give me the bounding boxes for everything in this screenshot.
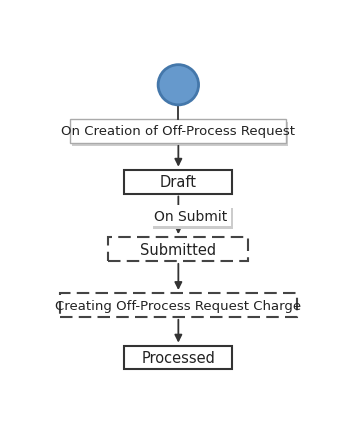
FancyBboxPatch shape (70, 120, 286, 143)
Text: On Submit: On Submit (154, 209, 227, 223)
FancyBboxPatch shape (72, 123, 288, 147)
FancyBboxPatch shape (125, 346, 232, 370)
Text: Draft: Draft (160, 175, 197, 190)
Ellipse shape (158, 66, 199, 106)
Text: Submitted: Submitted (140, 242, 216, 257)
Text: Creating Off-Process Request Charge: Creating Off-Process Request Charge (55, 299, 301, 312)
Text: On Submit: On Submit (156, 212, 229, 226)
FancyBboxPatch shape (60, 294, 297, 317)
FancyBboxPatch shape (125, 170, 232, 194)
FancyBboxPatch shape (108, 238, 248, 262)
Text: On Creation of Off-Process Request: On Creation of Off-Process Request (61, 125, 295, 138)
Text: Processed: Processed (141, 350, 215, 366)
